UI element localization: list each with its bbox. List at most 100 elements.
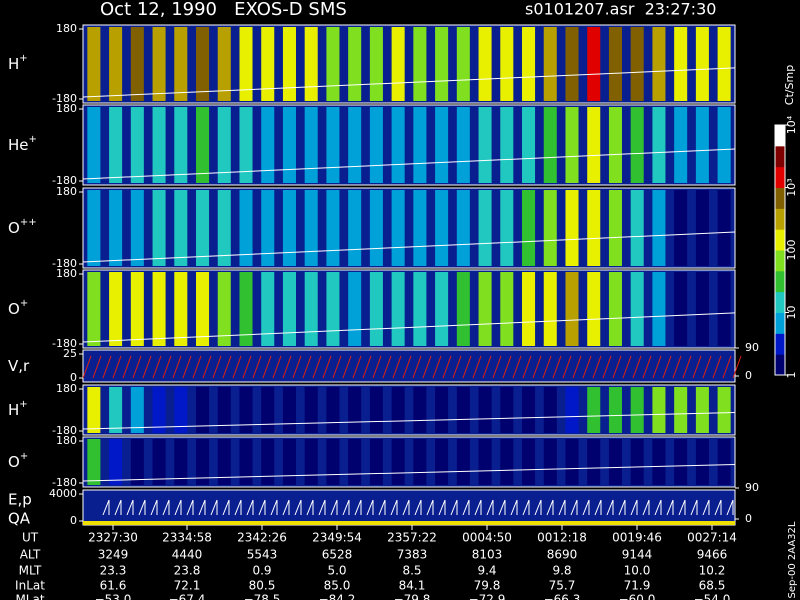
table-cell: −72.9 — [469, 593, 506, 600]
intensity-column — [152, 107, 166, 183]
intensity-column — [369, 272, 383, 346]
intensity-column — [326, 27, 340, 101]
table-cell: 85.0 — [324, 579, 351, 593]
intensity-column — [326, 387, 340, 433]
y-tick-label: 4000 — [49, 487, 77, 500]
table-cell: 9.8 — [552, 564, 571, 578]
intensity-column — [674, 190, 688, 266]
intensity-column — [543, 27, 557, 101]
table-cell: 72.1 — [174, 579, 201, 593]
panel-label-sup: + — [19, 399, 27, 410]
intensity-column — [478, 190, 492, 266]
intensity-column — [304, 27, 318, 101]
table-cell: −60.0 — [619, 593, 656, 600]
intensity-column — [587, 27, 601, 101]
y-tick-label: 0 — [70, 371, 77, 384]
intensity-column — [587, 272, 601, 346]
table-cell: 79.8 — [474, 579, 501, 593]
intensity-column — [196, 439, 210, 485]
panel-bg — [82, 24, 736, 104]
panel-label-base: O — [8, 453, 20, 471]
intensity-column — [239, 190, 253, 266]
intensity-column — [152, 27, 166, 101]
y-tick-label: 180 — [56, 382, 77, 395]
y-tick-label: 25 — [63, 347, 77, 360]
pitch-line — [82, 312, 736, 343]
panel-label: H+ — [8, 399, 28, 419]
intensity-column — [261, 27, 275, 101]
panel-label-sup: + — [20, 298, 28, 309]
intensity-column — [413, 439, 427, 485]
intensity-column — [522, 439, 536, 485]
intensity-column — [87, 439, 101, 485]
table-cell: 61.6 — [100, 579, 127, 593]
intensity-column — [391, 387, 405, 433]
intensity-column — [304, 190, 318, 266]
intensity-column — [543, 190, 557, 266]
intensity-column — [217, 272, 231, 346]
colorbar-swatch — [775, 312, 785, 334]
panel-label: O+ — [8, 451, 28, 471]
right-tick-label: 90 — [745, 341, 759, 354]
panel-label-base: V,r — [8, 357, 30, 375]
intensity-column — [87, 107, 101, 183]
colorbar-swatch — [775, 333, 785, 355]
intensity-column — [326, 190, 340, 266]
colorbar-swatch — [775, 208, 785, 230]
panel-label-sup: ++ — [20, 217, 37, 228]
panel-label: V,r — [8, 357, 30, 375]
intensity-column — [326, 439, 340, 485]
intensity-column — [608, 190, 622, 266]
intensity-column — [109, 190, 123, 266]
intensity-column — [674, 387, 688, 433]
intensity-column — [674, 107, 688, 183]
colorbar-swatch — [775, 125, 785, 147]
pitch-line — [82, 464, 736, 482]
intensity-column — [196, 272, 210, 346]
intensity-column — [695, 439, 709, 485]
table-cell: −67.4 — [169, 593, 206, 600]
intensity-column — [282, 272, 296, 346]
table-cell: 0019:46 — [612, 531, 662, 545]
intensity-column — [587, 190, 601, 266]
intensity-column — [587, 439, 601, 485]
intensity-column — [87, 27, 101, 101]
intensity-column — [239, 27, 253, 101]
panel-label-base: E,p — [8, 490, 32, 508]
intensity-column — [217, 27, 231, 101]
intensity-column — [456, 107, 470, 183]
intensity-column — [130, 387, 144, 433]
row-header: ALT — [20, 548, 41, 562]
intensity-column — [565, 27, 579, 101]
y-tick-label: -180 — [52, 337, 77, 350]
intensity-column — [630, 387, 644, 433]
intensity-column — [652, 272, 666, 346]
intensity-column — [435, 272, 449, 346]
intensity-column — [456, 439, 470, 485]
intensity-column — [174, 107, 188, 183]
intensity-column — [717, 387, 731, 433]
intensity-column — [522, 387, 536, 433]
panel-label-2: QA — [8, 510, 31, 528]
footer: Sep-00 2AA32L — [787, 521, 798, 598]
pitch-line — [82, 148, 736, 180]
intensity-column — [239, 387, 253, 433]
intensity-column — [695, 107, 709, 183]
intensity-column — [543, 387, 557, 433]
table-cell: 6528 — [322, 548, 353, 562]
intensity-column — [239, 272, 253, 346]
table-cell: 8103 — [472, 548, 503, 562]
intensity-column — [348, 272, 362, 346]
intensity-column — [717, 272, 731, 346]
intensity-column — [413, 27, 427, 101]
table-cell: 10.2 — [699, 564, 726, 578]
table-cell: 2342:26 — [237, 531, 287, 545]
intensity-column — [282, 27, 296, 101]
y-tick-label: 180 — [56, 102, 77, 115]
y-tick-label: -180 — [52, 92, 77, 105]
intensity-column — [348, 439, 362, 485]
intensity-column — [369, 387, 383, 433]
intensity-column — [543, 107, 557, 183]
intensity-column — [196, 107, 210, 183]
intensity-column — [456, 272, 470, 346]
